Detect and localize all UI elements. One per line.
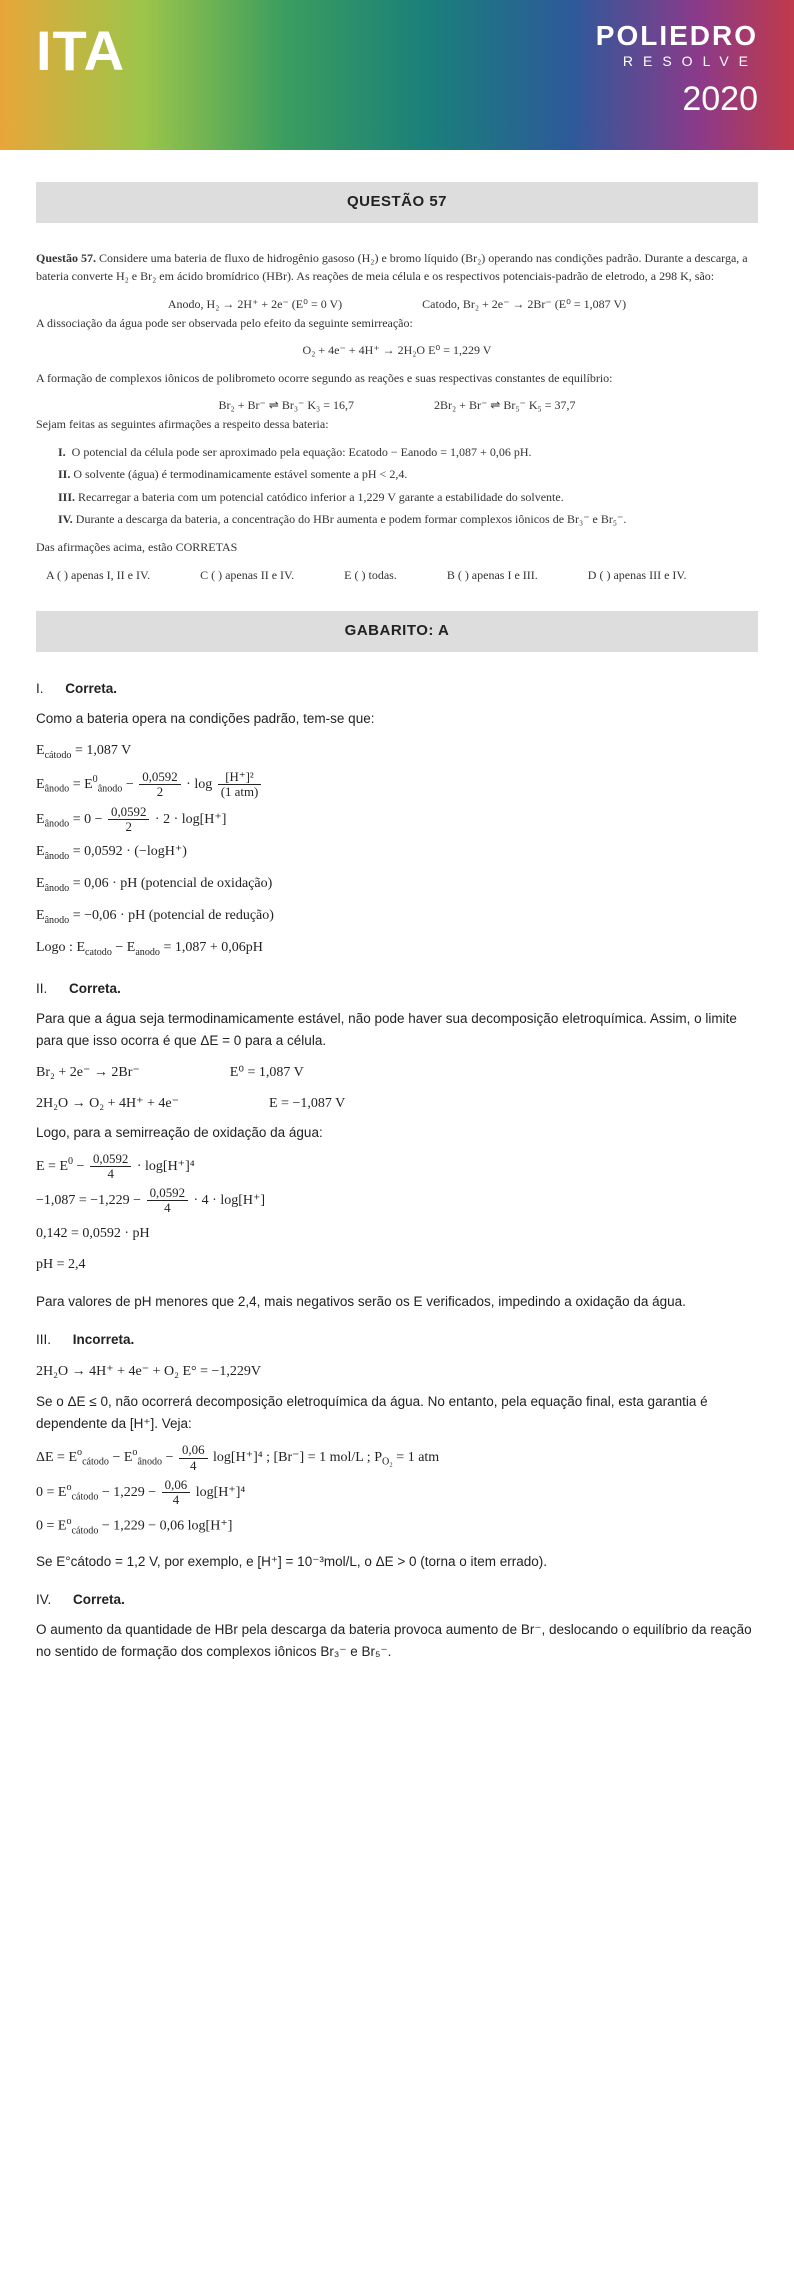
rx-br-e: E⁰ = 1,087 V [230,1060,304,1087]
eq-eanodo-step2: Eânodo = 0 − 0,05922 · 2 · log[H⁺] [36,805,758,834]
k3-reaction: Br₂ + Br⁻ ⇌ Br₃⁻ K₃ = 16,7 [219,396,354,415]
option-e: E ( ) todas. [344,566,397,585]
sol-III-line2: Se E°cátodo = 1,2 V, por exemplo, e [H⁺]… [36,1551,758,1573]
rx-h2o: 2H₂O → O₂ + 4H⁺ + 4e⁻ [36,1091,179,1118]
option-b: B ( ) apenas I e III. [447,566,538,585]
eq-eanodo-ox: Eânodo = 0,06 · pH (potencial de oxidaçã… [36,871,758,898]
eq-eanodo-red: Eânodo = −0,06 · pH (potencial de reduçã… [36,903,758,930]
sec-II-word: Correta. [51,981,121,996]
question-intro: Considere uma bateria de fluxo de hidrog… [36,251,748,284]
sec-IV-num: IV. [36,1592,51,1607]
option-d: D ( ) apenas III e IV. [588,566,687,585]
page-content: QUESTÃO 57 Questão 57. Considere uma bat… [0,150,794,1732]
eq-II-nernst: E = E0 − 0,05924 · log[H⁺]⁴ [36,1152,758,1181]
anode-reaction: Anodo, H₂ → 2H⁺ + 2e⁻ (E⁰ = 0 V) [168,295,342,314]
sol-I-line1: Como a bateria opera na condições padrão… [36,708,758,730]
question-number: Questão 57. [36,251,96,265]
k5-reaction: 2Br₂ + Br⁻ ⇌ Br₅⁻ K₅ = 37,7 [434,396,575,415]
eq-III-de: ΔE = Eocátodo − Eoânodo − 0,064 log[H⁺]⁴… [36,1443,758,1472]
rx-h2o-e: E = −1,087 V [269,1091,345,1118]
question-body: Questão 57. Considere uma bateria de flu… [36,249,758,585]
sol-II-line2: Logo, para a semirreação de oxidação da … [36,1122,758,1144]
eq-ecat: Ecátodo = 1,087 V [36,738,758,765]
statement-2: O solvente (água) é termodinamicamente e… [73,467,407,481]
eq-III-0b: 0 = Eocátodo − 1,229 − 0,06 log[H⁺] [36,1512,758,1541]
eq-II-0142: 0,142 = 0,0592 · pH [36,1221,758,1248]
water-text: A dissociação da água pode ser observada… [36,314,758,333]
correct-lead: Das afirmações acima, estão CORRETAS [36,538,758,557]
eq-logo: Logo : Ecatodo − Eanodo = 1,087 + 0,06pH [36,935,758,962]
rx-br: Br₂ + 2e⁻ → 2Br⁻ [36,1060,140,1087]
page-header: ITA POLIEDRO RESOLVE 2020 [0,0,794,150]
sec-II-num: II. [36,981,47,996]
statements-lead: Sejam feitas as seguintes afirmações a r… [36,415,758,434]
option-c: C ( ) apenas II e IV. [200,566,294,585]
cathode-reaction: Catodo, Br₂ + 2e⁻ → 2Br⁻ (E⁰ = 1,087 V) [422,295,626,314]
sec-I-num: I. [36,681,44,696]
statement-4: Durante a descarga da bateria, a concent… [76,512,627,526]
sec-IV-word: Correta. [55,1592,125,1607]
water-reaction: O₂ + 4e⁻ + 4H⁺ → 2H₂O E⁰ = 1,229 V [36,341,758,360]
sec-III-word: Incorreta. [55,1332,135,1347]
complex-text: A formação de complexos iônicos de polib… [36,369,758,388]
brand-sub: RESOLVE [596,50,758,72]
sol-IV-line1: O aumento da quantidade de HBr pela desc… [36,1619,758,1664]
rx-III: 2H₂O → 4H⁺ + 4e⁻ + O₂ E° = −1,229V [36,1359,758,1386]
statement-1: O potencial da célula pode ser aproximad… [72,445,532,459]
brand-block: POLIEDRO RESOLVE 2020 [596,22,758,119]
sec-I-word: Correta. [47,681,117,696]
answer-banner: GABARITO: A [36,611,758,652]
statement-3: Recarregar a bateria com um potencial ca… [78,490,564,504]
eq-II-ph: pH = 2,4 [36,1252,758,1279]
brand-name: POLIEDRO [596,22,758,50]
sec-III-num: III. [36,1332,51,1347]
sol-II-line1: Para que a água seja termodinamicamente … [36,1008,758,1053]
option-a: A ( ) apenas I, II e IV. [46,566,150,585]
solution-body: I. Correta. Como a bateria opera na cond… [36,678,758,1664]
eq-III-0a: 0 = Eocátodo − 1,229 − 0,064 log[H⁺]⁴ [36,1478,758,1507]
sol-II-line3: Para valores de pH menores que 2,4, mais… [36,1291,758,1313]
eq-II-sub: −1,087 = −1,229 − 0,05924 · 4 · log[H⁺] [36,1186,758,1215]
sol-III-line1: Se o ΔE ≤ 0, não ocorrerá decomposição e… [36,1391,758,1436]
eq-eanodo-step3: Eânodo = 0,0592 · (−logH⁺) [36,839,758,866]
brand-year: 2020 [596,80,758,119]
eq-eanodo-nernst: Eânodo = E0ânodo − 0,05922 · log [H⁺]²(1… [36,770,758,799]
question-banner: QUESTÃO 57 [36,182,758,223]
